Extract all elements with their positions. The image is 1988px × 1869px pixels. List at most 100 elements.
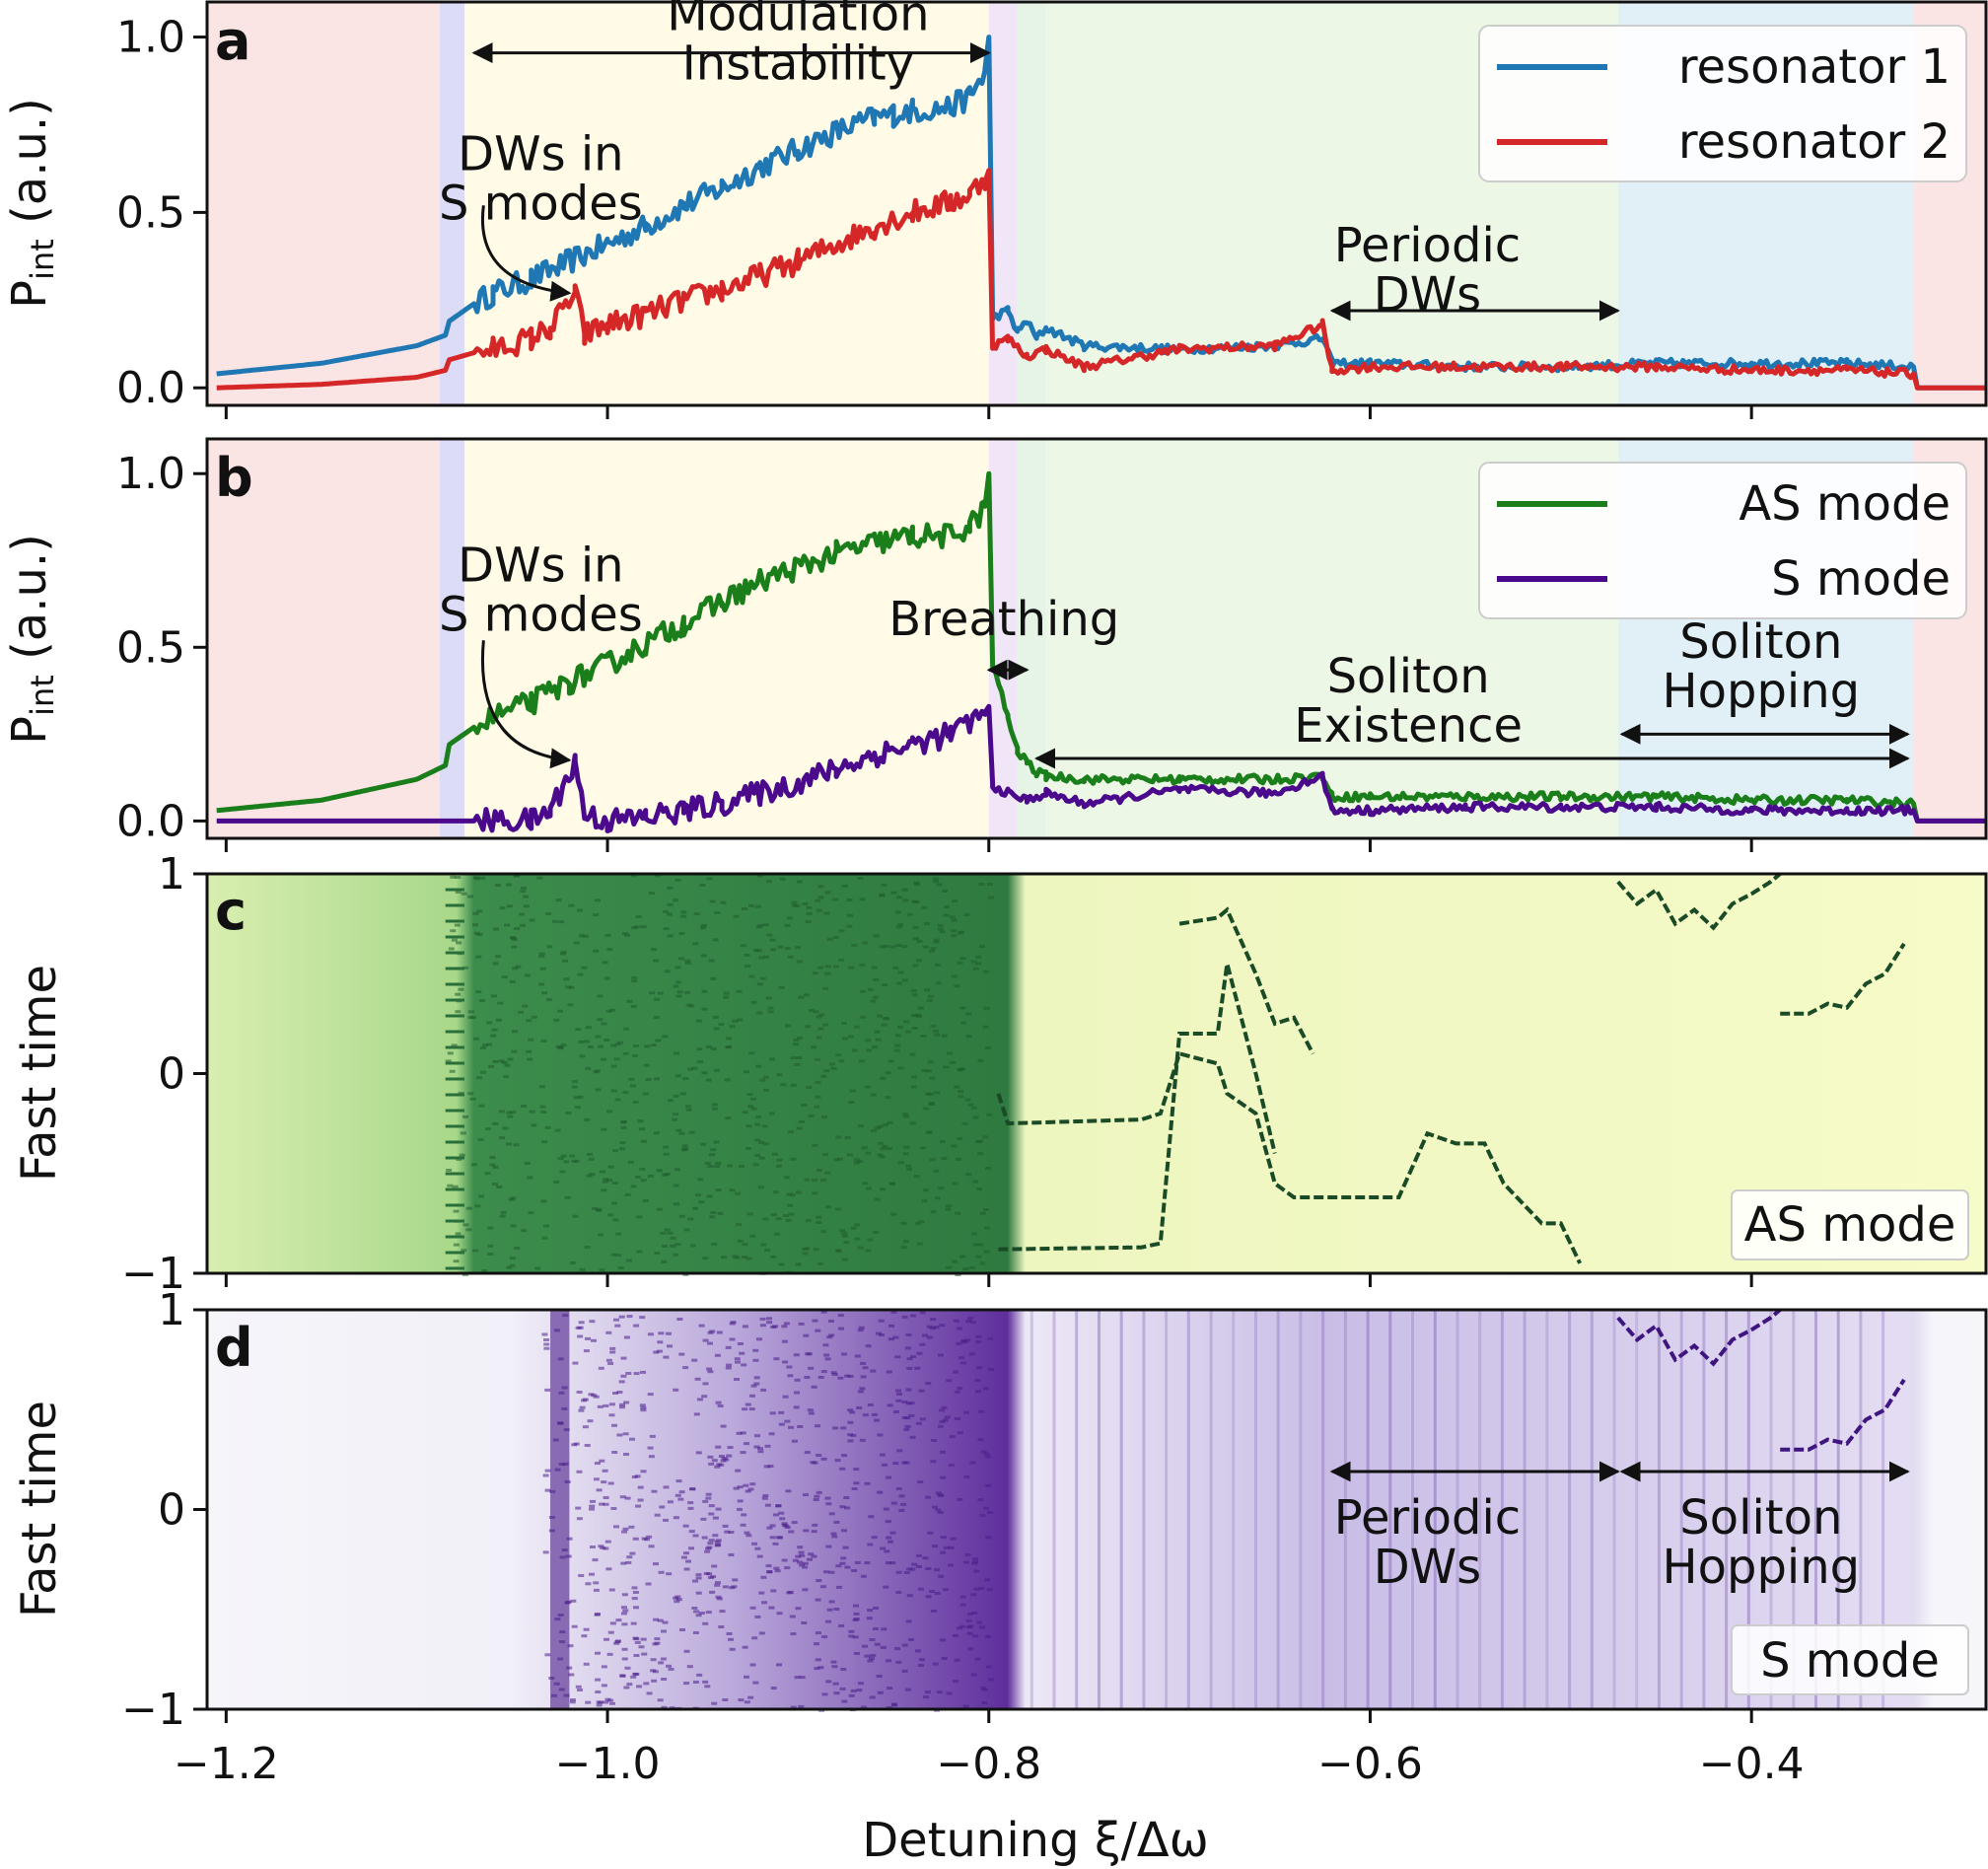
texture-c-359 — [538, 982, 545, 986]
panel-d-traces — [1616, 1308, 1906, 1452]
texture-d-689 — [623, 1401, 630, 1404]
texture-c-783 — [696, 1019, 703, 1023]
texture-c-757 — [853, 1158, 860, 1162]
texture-d-stripe-9 — [1209, 1310, 1213, 1709]
texture-d-322 — [665, 1331, 672, 1335]
texture-c-283 — [685, 1105, 692, 1109]
texture-d-245 — [744, 1700, 750, 1704]
texture-c-714 — [847, 1153, 853, 1157]
texture-c-485 — [602, 961, 608, 965]
texture-d-93 — [620, 1356, 627, 1360]
texture-d-stripe-0 — [1008, 1310, 1012, 1709]
texture-d-715 — [859, 1438, 866, 1442]
texture-c-887 — [527, 1176, 533, 1180]
texture-d-720 — [766, 1526, 773, 1530]
texture-c-398 — [839, 1229, 846, 1232]
texture-c-842 — [911, 993, 918, 997]
texture-c-262 — [811, 1045, 817, 1049]
texture-d-685 — [576, 1470, 583, 1474]
texture-d-655 — [987, 1368, 994, 1371]
texture-c-85 — [934, 1033, 941, 1037]
texture-c-405 — [895, 896, 902, 899]
texture-d-817 — [985, 1665, 992, 1669]
texture-c-613 — [853, 1161, 860, 1165]
texture-c-240 — [742, 1111, 748, 1114]
texture-d-390 — [607, 1362, 614, 1365]
texture-c-298 — [857, 1160, 864, 1164]
texture-d-stripe-21 — [1478, 1310, 1482, 1709]
texture-c-775 — [882, 983, 888, 987]
texture-c-745 — [462, 1223, 469, 1227]
texture-d-10 — [622, 1432, 629, 1436]
texture-c-316 — [488, 1064, 495, 1068]
texture-d-595 — [576, 1391, 583, 1394]
texture-c-741 — [601, 1057, 606, 1061]
texture-d-491 — [737, 1342, 744, 1345]
texture-c-713 — [947, 1051, 953, 1055]
texture-d-167 — [833, 1691, 840, 1695]
texture-c-114 — [492, 962, 499, 966]
texture-c-404 — [897, 1161, 904, 1165]
texture-c-676 — [476, 1076, 483, 1080]
annotation-b-2-line-1: Existence — [1294, 698, 1523, 754]
texture-c-583 — [877, 1153, 884, 1157]
texture-c-449 — [455, 1010, 462, 1014]
texture-c-320 — [826, 938, 833, 942]
texture-c-815 — [759, 1078, 766, 1082]
texture-c-276 — [639, 1127, 645, 1131]
texture-d-stripe-5 — [1119, 1310, 1123, 1709]
texture-c-396 — [918, 1006, 924, 1010]
texture-c-74 — [909, 1121, 916, 1125]
arrow-b-3 — [480, 640, 572, 769]
texture-c-216 — [461, 1249, 467, 1253]
texture-c-292 — [674, 1051, 679, 1055]
texture-d-stripe-14 — [1321, 1310, 1325, 1709]
texture-c-866 — [612, 1218, 619, 1222]
texture-d-849 — [649, 1434, 656, 1438]
series-line-a-0 — [216, 35, 1986, 391]
texture-c-323 — [933, 940, 940, 944]
texture-c-533 — [816, 1015, 822, 1019]
texture-d-434 — [751, 1542, 757, 1546]
texture-d-261 — [691, 1358, 698, 1362]
texture-d-326 — [752, 1681, 759, 1685]
ytick-label-c-0: −1 — [121, 1249, 185, 1299]
texture-c-29 — [673, 1202, 679, 1206]
panel-c: −101 c Fast time AS mode — [12, 849, 1988, 1299]
texture-c-165 — [712, 938, 719, 942]
texture-d-748 — [631, 1597, 638, 1601]
texture-c-133 — [873, 1230, 880, 1234]
texture-c-477 — [770, 1255, 777, 1258]
texture-c-816 — [742, 1243, 748, 1247]
texture-c-697 — [977, 1059, 984, 1063]
texture-c-823 — [610, 1064, 617, 1068]
texture-d-337 — [837, 1376, 844, 1380]
texture-c-750 — [848, 1035, 854, 1039]
texture-c-800 — [903, 1145, 910, 1149]
texture-d-328 — [768, 1432, 775, 1436]
texture-d-361 — [964, 1553, 971, 1557]
texture-c-454 — [507, 1057, 514, 1061]
texture-c-774 — [912, 964, 919, 968]
texture-d-180 — [910, 1355, 917, 1358]
texture-d-579 — [745, 1489, 751, 1493]
texture-c-637 — [847, 913, 853, 917]
texture-d-355 — [862, 1366, 869, 1370]
texture-d-857 — [866, 1617, 873, 1620]
texture-c-529 — [757, 924, 764, 927]
texture-d-588 — [776, 1612, 783, 1616]
texture-d-68 — [683, 1551, 689, 1555]
texture-d-730 — [828, 1512, 835, 1516]
texture-c-306 — [579, 1267, 586, 1271]
texture-d-85 — [817, 1376, 824, 1379]
texture-c-729 — [933, 938, 940, 942]
texture-d-590 — [972, 1560, 979, 1564]
texture-c-453 — [787, 1203, 794, 1207]
texture-d-168 — [648, 1455, 655, 1459]
texture-d-410 — [595, 1690, 602, 1693]
texture-c-51 — [909, 1052, 916, 1056]
texture-c-804 — [761, 1124, 768, 1128]
texture-c-682 — [744, 1070, 749, 1074]
texture-d-795 — [623, 1686, 630, 1689]
texture-d-253 — [614, 1324, 621, 1328]
